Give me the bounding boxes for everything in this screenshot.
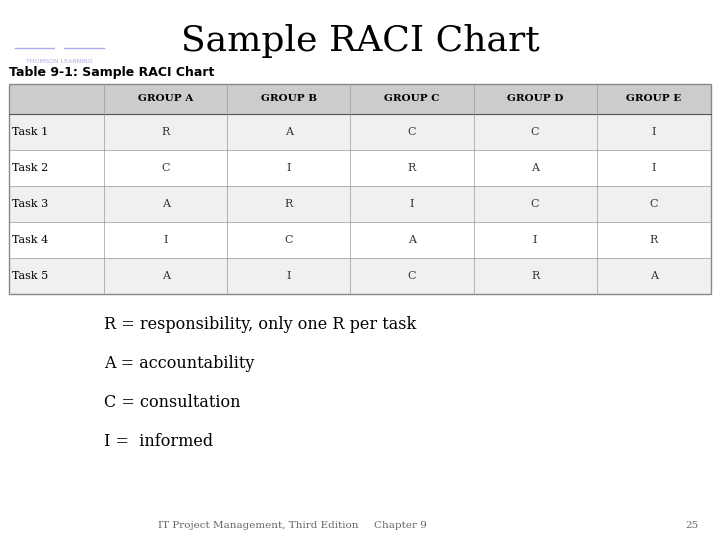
- Text: A: A: [162, 271, 170, 281]
- Text: TECHNOLOGY: TECHNOLOGY: [28, 33, 91, 42]
- Text: Task 2: Task 2: [12, 163, 48, 173]
- Text: Sample RACI Chart: Sample RACI Chart: [181, 24, 539, 58]
- Text: I =  informed: I = informed: [104, 433, 214, 449]
- Text: I: I: [652, 163, 656, 173]
- Text: 25: 25: [685, 521, 698, 530]
- Text: GROUP B: GROUP B: [261, 94, 317, 104]
- Text: A: A: [162, 199, 170, 210]
- Text: Task 3: Task 3: [12, 199, 48, 210]
- Text: R: R: [531, 271, 539, 281]
- Text: COURSE: COURSE: [40, 18, 78, 28]
- Text: R = responsibility, only one R per task: R = responsibility, only one R per task: [104, 316, 417, 333]
- Text: GROUP D: GROUP D: [507, 94, 563, 104]
- Text: I: I: [410, 199, 414, 210]
- Text: R: R: [285, 199, 293, 210]
- Text: Task 4: Task 4: [12, 235, 48, 245]
- Text: I: I: [287, 271, 291, 281]
- Text: THOMSON LEARNING: THOMSON LEARNING: [26, 59, 93, 64]
- Text: C: C: [649, 199, 658, 210]
- Text: A: A: [531, 163, 539, 173]
- Text: R: R: [162, 127, 170, 137]
- Bar: [9, 114, 711, 150]
- Text: A: A: [650, 271, 658, 281]
- Text: IT Project Management, Third Edition: IT Project Management, Third Edition: [158, 521, 359, 530]
- Text: A: A: [285, 127, 293, 137]
- Text: GROUP C: GROUP C: [384, 94, 440, 104]
- Text: A: A: [408, 235, 416, 245]
- Text: C: C: [531, 127, 539, 137]
- Text: C: C: [161, 163, 170, 173]
- Bar: [9, 258, 711, 294]
- Text: Table 9-1: Sample RACI Chart: Table 9-1: Sample RACI Chart: [9, 66, 214, 79]
- Text: Task 1: Task 1: [12, 127, 48, 137]
- Text: GROUP A: GROUP A: [138, 94, 194, 104]
- Text: I: I: [163, 235, 168, 245]
- Text: R: R: [408, 163, 416, 173]
- Text: Task 5: Task 5: [12, 271, 48, 281]
- Bar: [9, 84, 711, 114]
- Text: I: I: [652, 127, 656, 137]
- Bar: [9, 186, 711, 222]
- Text: I: I: [533, 235, 537, 245]
- Text: R: R: [650, 235, 658, 245]
- Text: C: C: [531, 199, 539, 210]
- Text: C = consultation: C = consultation: [104, 394, 241, 410]
- Text: C: C: [408, 127, 416, 137]
- Text: I: I: [287, 163, 291, 173]
- Bar: [9, 222, 711, 258]
- Text: C: C: [284, 235, 293, 245]
- Bar: [9, 84, 711, 294]
- Text: GROUP E: GROUP E: [626, 94, 682, 104]
- Text: C: C: [408, 271, 416, 281]
- Text: A = accountability: A = accountability: [104, 355, 255, 372]
- Bar: [9, 150, 711, 186]
- Text: Chapter 9: Chapter 9: [374, 521, 427, 530]
